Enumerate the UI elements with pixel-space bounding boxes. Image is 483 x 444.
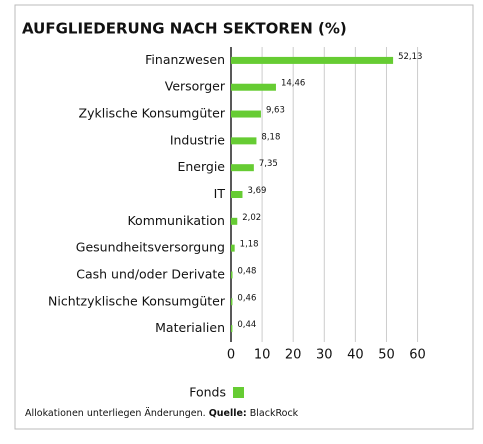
- y-tick-label: Zyklische Konsumgüter: [79, 106, 226, 121]
- y-tick-label: Nichtzyklische Konsumgüter: [48, 293, 226, 308]
- x-tick-label: 10: [254, 348, 271, 363]
- legend-swatch: [233, 387, 244, 398]
- value-label: 9,63: [266, 106, 285, 116]
- bar: [231, 83, 276, 91]
- bar: [231, 137, 257, 145]
- y-tick-label: Industrie: [170, 132, 225, 147]
- y-tick-label: Cash und/oder Derivate: [76, 266, 225, 281]
- bar: [231, 217, 238, 225]
- value-label: 52,13: [398, 52, 422, 62]
- footnote-note: Allokationen unterliegen Änderungen.: [25, 408, 206, 419]
- y-tick-label: Gesundheitsversorgung: [76, 240, 225, 255]
- footnote: Allokationen unterliegen Änderungen. Que…: [25, 408, 299, 419]
- value-label: 7,35: [259, 159, 278, 169]
- value-label: 14,46: [281, 79, 305, 89]
- value-label: 1,18: [240, 240, 259, 250]
- y-tick-label: Versorger: [165, 79, 226, 94]
- chart-title: AUFGLIEDERUNG NACH SEKTOREN (%): [22, 20, 347, 38]
- bar: [231, 110, 261, 118]
- bar: [231, 244, 235, 252]
- value-label: 3,69: [247, 186, 266, 196]
- y-tick-label: Finanzwesen: [145, 52, 225, 67]
- bar: [231, 298, 233, 306]
- bar: [231, 191, 243, 198]
- y-tick-label: Materialien: [155, 320, 225, 335]
- value-label: 8,18: [261, 132, 280, 142]
- y-tick-label: IT: [214, 186, 226, 201]
- x-tick-label: 50: [378, 348, 395, 363]
- x-tick-label: 30: [316, 348, 333, 363]
- x-tick-label: 0: [227, 348, 235, 363]
- value-label: 0,46: [237, 293, 256, 303]
- footnote-source: BlackRock: [250, 408, 299, 419]
- footnote-source-label: Quelle:: [209, 408, 247, 419]
- x-tick-label: 20: [285, 348, 302, 363]
- y-tick-label: Kommunikation: [127, 213, 225, 228]
- value-label: 0,44: [237, 320, 256, 330]
- bar: [231, 164, 254, 172]
- frame: [14, 4, 474, 430]
- bar: [231, 325, 233, 333]
- bar: [231, 271, 233, 279]
- x-tick-label: 40: [347, 348, 364, 363]
- x-tick-label: 60: [409, 348, 426, 363]
- legend-label: Fonds: [189, 385, 226, 400]
- bar: [231, 56, 394, 64]
- value-label: 2,02: [242, 213, 261, 223]
- y-tick-label: Energie: [177, 159, 225, 174]
- value-label: 0,48: [237, 266, 256, 276]
